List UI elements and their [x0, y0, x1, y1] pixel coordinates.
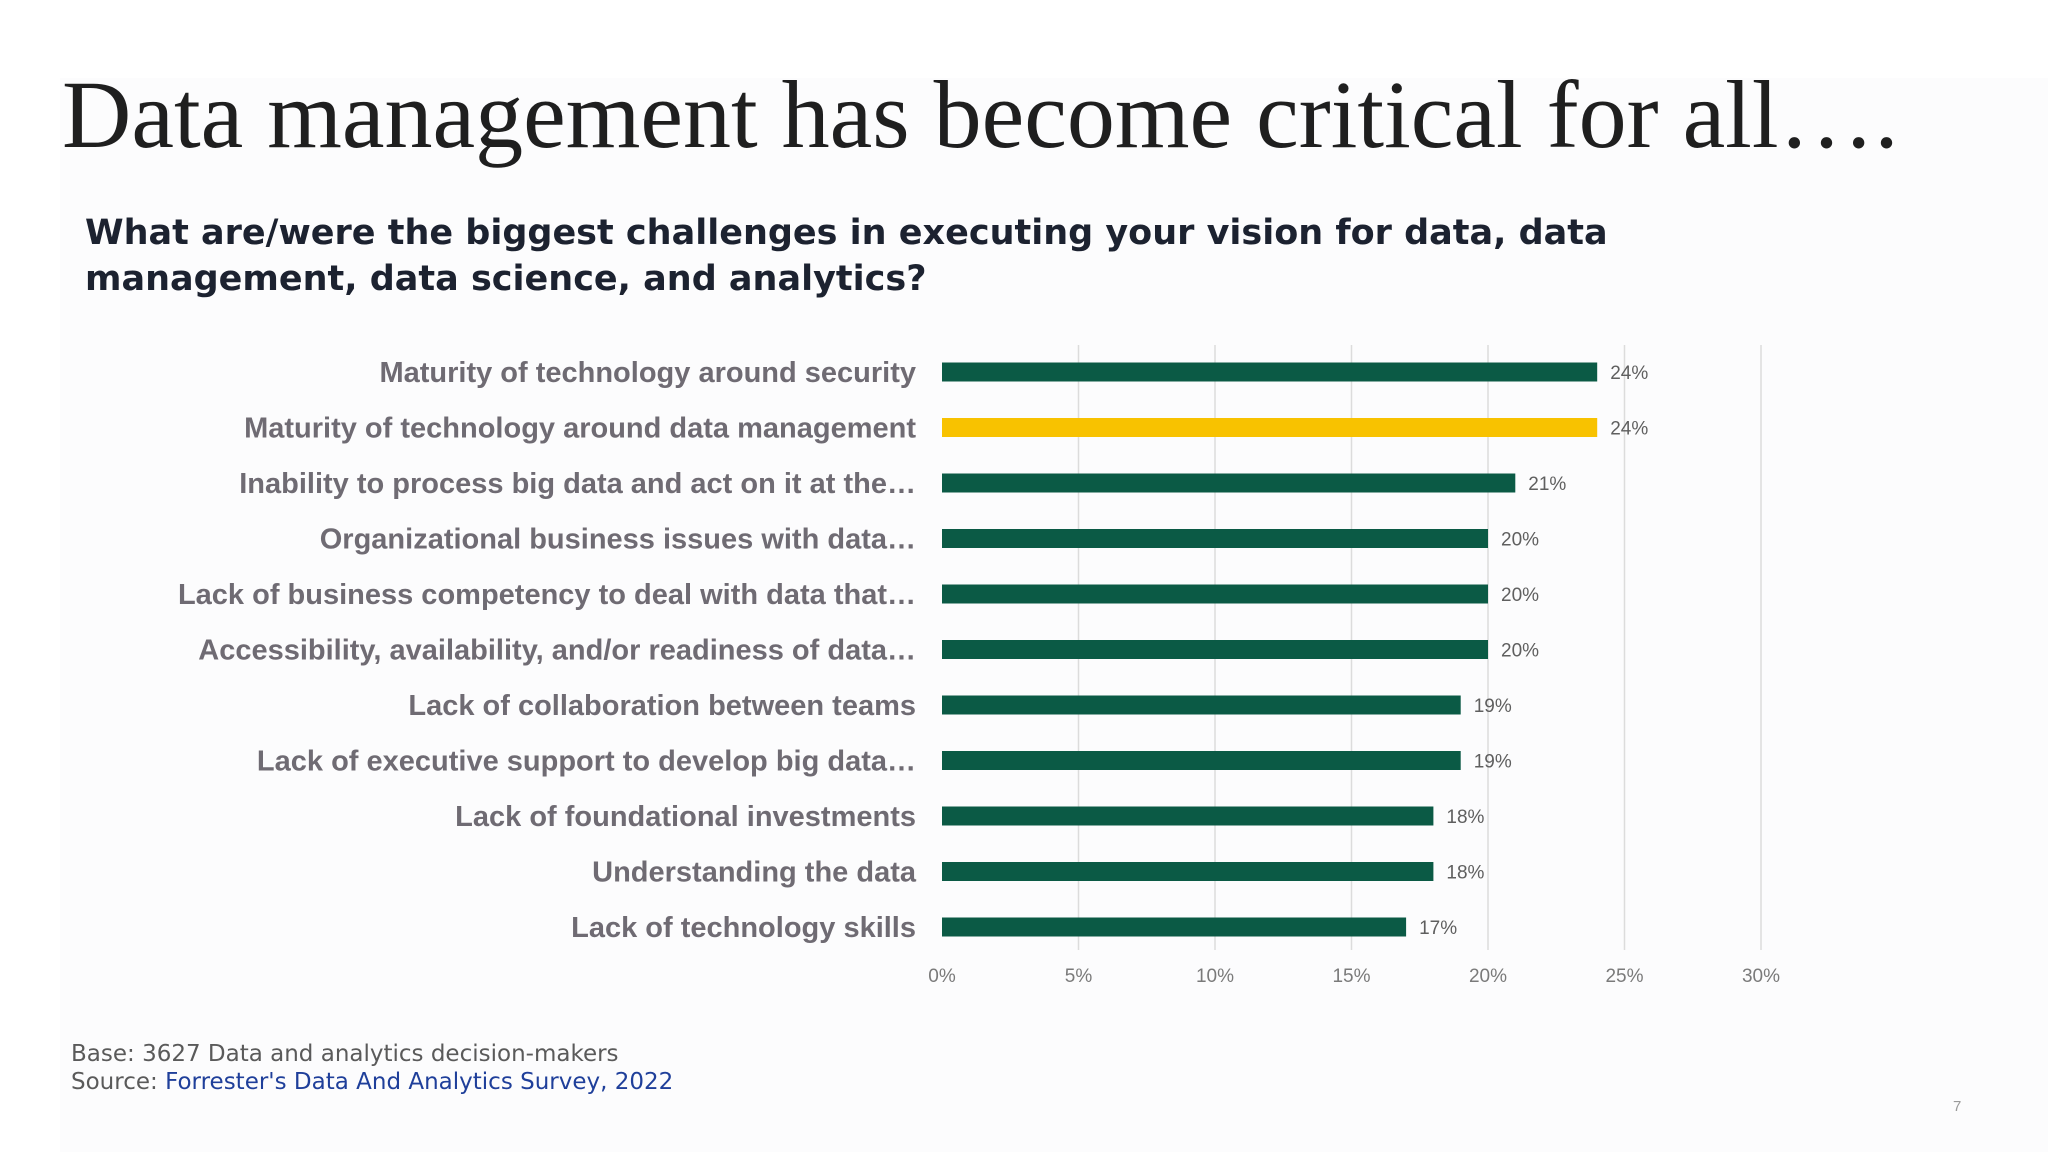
x-tick-label: 30% [1742, 966, 1780, 987]
data-label: 18% [1446, 863, 1484, 884]
data-label: 24% [1610, 419, 1648, 440]
base-note: Base: 3627 Data and analytics decision-m… [71, 1041, 619, 1067]
category-label: Lack of technology skills [571, 912, 916, 944]
bar [942, 418, 1598, 437]
footnote: Base: 3627 Data and analytics decision-m… [71, 1040, 673, 1096]
category-label: Maturity of technology around security [379, 357, 916, 389]
x-tick-label: 5% [1065, 966, 1093, 987]
content-panel [60, 78, 2048, 1152]
bar [942, 695, 1461, 715]
label-layer: 0% 5% 10% 15% 20% 25% 30% Maturity of technolog… [178, 357, 1780, 987]
x-tick-label: 20% [1469, 966, 1507, 987]
data-label: 20% [1501, 530, 1539, 551]
data-label: 17% [1419, 918, 1457, 939]
x-tick-label: 15% [1332, 966, 1370, 987]
category-label: Lack of executive support to develop big… [257, 746, 916, 778]
bar [942, 362, 1598, 382]
survey-question: What are/were the biggest challenges in … [85, 213, 1608, 299]
bar-layer [942, 362, 1598, 937]
slide-title: Data management has become critical for … [62, 61, 1899, 168]
bar [942, 529, 1488, 548]
data-label: 18% [1446, 807, 1484, 828]
x-tick-label: 25% [1605, 966, 1643, 987]
data-label: 20% [1501, 641, 1539, 662]
bar [942, 862, 1434, 881]
data-label: 19% [1474, 752, 1512, 773]
data-label: 19% [1474, 696, 1512, 717]
source-note: Source: Forrester's Data And Analytics S… [71, 1068, 673, 1096]
category-label: Organizational business issues with data… [320, 524, 916, 556]
bar [942, 917, 1407, 937]
bar [942, 806, 1434, 826]
x-tick-label: 0% [928, 966, 956, 987]
bar [942, 584, 1488, 604]
category-label: Inability to process big data and act on… [239, 468, 916, 500]
page-number: 7 [1953, 1098, 1962, 1115]
category-label: Understanding the data [592, 857, 917, 889]
category-label: Accessibility, availability, and/or read… [198, 635, 916, 667]
category-label: Lack of foundational investments [455, 801, 916, 833]
bar [942, 751, 1461, 770]
category-label: Lack of business competency to deal with… [178, 579, 916, 611]
bar [942, 640, 1488, 659]
x-tick-label: 10% [1196, 966, 1234, 987]
category-label: Lack of collaboration between teams [408, 690, 916, 722]
data-label: 21% [1528, 474, 1566, 495]
source-prefix: Source: [71, 1069, 166, 1095]
data-label: 20% [1501, 585, 1539, 606]
category-label: Maturity of technology around data manag… [244, 413, 916, 445]
data-label: 24% [1610, 363, 1648, 384]
bar [942, 473, 1516, 493]
source-link[interactable]: Forrester's Data And Analytics Survey, 2… [165, 1069, 674, 1095]
